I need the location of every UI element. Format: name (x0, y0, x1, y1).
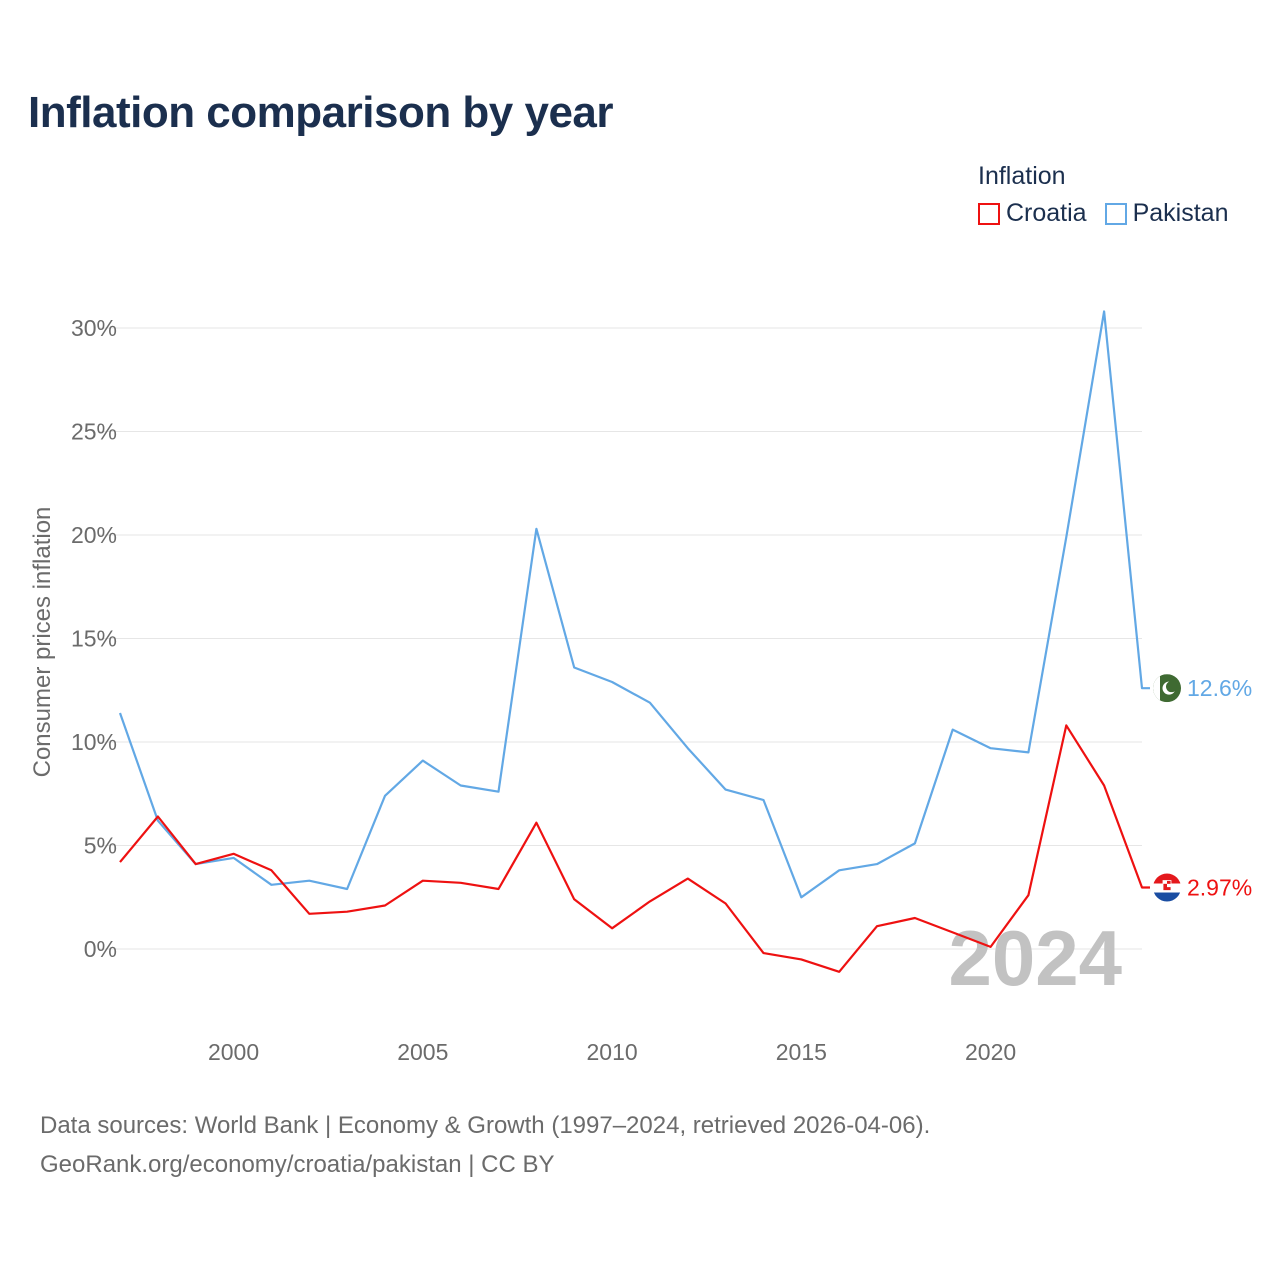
x-tick-label: 2005 (397, 1039, 448, 1065)
data-point-croatia[interactable] (1139, 885, 1145, 891)
data-point-pakistan[interactable] (1025, 749, 1031, 755)
data-point-croatia[interactable] (117, 859, 123, 865)
data-point-pakistan[interactable] (533, 526, 539, 532)
legend-swatch-pakistan (1104, 202, 1127, 225)
data-point-pakistan[interactable] (306, 878, 312, 884)
source-link[interactable]: GeoRank.org/economy/croatia/pakistan | C… (40, 1151, 555, 1178)
data-point-croatia[interactable] (836, 969, 842, 975)
year-watermark: 2024 (948, 914, 1122, 1002)
data-point-croatia[interactable] (1101, 782, 1107, 788)
data-point-pakistan[interactable] (571, 664, 577, 670)
data-point-pakistan[interactable] (1063, 534, 1069, 540)
data-point-croatia[interactable] (382, 903, 388, 909)
croatia-flag-icon (1153, 873, 1181, 902)
y-axis-label: Consumer prices inflation (29, 507, 56, 778)
x-tick-label: 2020 (965, 1039, 1016, 1065)
data-point-croatia[interactable] (533, 820, 539, 826)
data-point-croatia[interactable] (306, 911, 312, 917)
data-point-croatia[interactable] (723, 900, 729, 906)
data-point-pakistan[interactable] (344, 886, 350, 892)
data-point-croatia[interactable] (155, 814, 161, 820)
data-point-croatia[interactable] (344, 909, 350, 915)
end-label-pakistan: 12.6% (1187, 675, 1252, 701)
data-point-croatia[interactable] (874, 923, 880, 929)
data-point-croatia[interactable] (1025, 892, 1031, 898)
data-point-croatia[interactable] (988, 944, 994, 950)
footer: Data sources: World Bank | Economy & Gro… (40, 1106, 930, 1184)
data-point-pakistan[interactable] (609, 679, 615, 685)
data-point-pakistan[interactable] (912, 840, 918, 846)
series-line-pakistan[interactable] (118, 310, 1150, 899)
data-point-pakistan[interactable] (988, 745, 994, 751)
end-label-croatia: 2.97% (1187, 875, 1252, 901)
data-point-croatia[interactable] (231, 851, 237, 857)
data-point-croatia[interactable] (609, 925, 615, 931)
data-point-pakistan[interactable] (760, 797, 766, 803)
data-point-pakistan[interactable] (420, 758, 426, 764)
data-point-croatia[interactable] (193, 861, 199, 867)
series-line-croatia[interactable] (119, 724, 1150, 973)
legend-title: Inflation (978, 162, 1066, 190)
legend-swatch-croatia (978, 202, 1000, 225)
data-point-pakistan[interactable] (268, 882, 274, 888)
data-point-pakistan[interactable] (1139, 685, 1145, 691)
data-point-croatia[interactable] (458, 880, 464, 886)
data-point-pakistan[interactable] (836, 867, 842, 873)
y-tick-label: 5% (84, 833, 117, 859)
data-point-pakistan[interactable] (798, 894, 804, 900)
data-point-croatia[interactable] (420, 878, 426, 884)
y-tick-label: 15% (71, 626, 117, 652)
data-point-croatia[interactable] (798, 956, 804, 962)
chart-title: Inflation comparison by year (28, 88, 614, 137)
data-point-croatia[interactable] (571, 896, 577, 902)
legend-label-croatia: Croatia (1006, 199, 1087, 227)
y-tick-label: 0% (84, 936, 117, 962)
data-point-croatia[interactable] (912, 915, 918, 921)
x-tick-label: 2010 (586, 1039, 637, 1065)
legend-item-pakistan[interactable]: Pakistan (1104, 199, 1229, 228)
x-tick-label: 2015 (776, 1039, 827, 1065)
data-point-pakistan[interactable] (685, 745, 691, 751)
legend: Inflation Croatia Pakistan (978, 162, 1228, 228)
y-tick-label: 30% (71, 315, 117, 341)
data-point-croatia[interactable] (647, 898, 653, 904)
data-point-croatia[interactable] (268, 867, 274, 873)
y-tick-label: 10% (71, 729, 117, 755)
data-point-croatia[interactable] (760, 950, 766, 956)
legend-item-croatia[interactable]: Croatia (978, 199, 1087, 228)
data-point-pakistan[interactable] (723, 787, 729, 793)
data-point-pakistan[interactable] (117, 710, 123, 716)
data-point-pakistan[interactable] (458, 782, 464, 788)
legend-label-pakistan: Pakistan (1132, 199, 1229, 227)
x-tick-label: 2000 (208, 1039, 259, 1065)
data-point-croatia[interactable] (950, 929, 956, 935)
data-point-croatia[interactable] (496, 886, 502, 892)
data-point-pakistan[interactable] (496, 789, 502, 795)
y-tick-label: 20% (71, 522, 117, 548)
data-point-pakistan[interactable] (950, 727, 956, 733)
data-point-pakistan[interactable] (874, 861, 880, 867)
data-point-pakistan[interactable] (1101, 308, 1107, 314)
pakistan-flag-icon (1153, 674, 1181, 703)
data-point-croatia[interactable] (1063, 722, 1069, 728)
y-tick-label: 25% (71, 419, 117, 445)
data-point-pakistan[interactable] (382, 793, 388, 799)
data-point-croatia[interactable] (685, 876, 691, 882)
data-point-pakistan[interactable] (647, 700, 653, 706)
data-source-note: Data sources: World Bank | Economy & Gro… (40, 1112, 931, 1139)
